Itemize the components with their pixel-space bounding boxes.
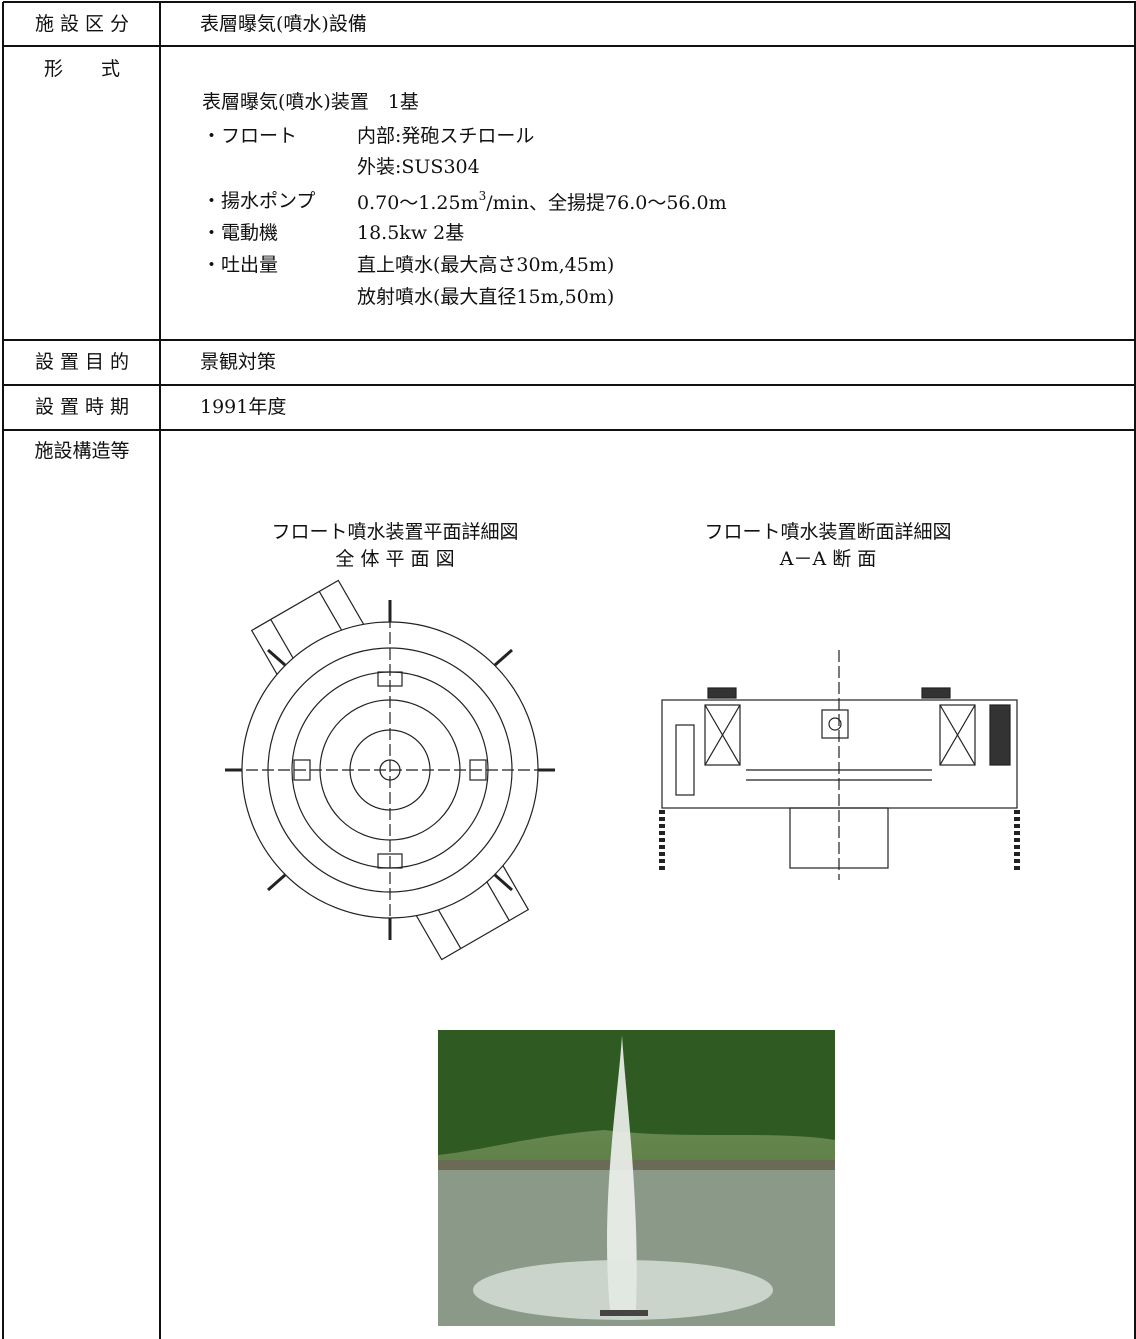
row-value: 表層曝気(噴水)設備 xyxy=(200,13,367,35)
row-value: 1991年度 xyxy=(200,396,286,418)
item-value: 外装:SUS304 xyxy=(357,156,480,178)
row-label: 形 式 xyxy=(44,58,120,80)
row-label: 設 置 目 的 xyxy=(35,351,129,373)
sup: 3 xyxy=(479,189,487,203)
plan-drawing xyxy=(225,579,555,961)
caption: 全 体 平 面 図 xyxy=(335,548,454,570)
item-value: 内部:発砲スチロール xyxy=(357,125,534,147)
item-name: ・揚水ポンプ xyxy=(202,190,315,212)
item-value: 0.70～1.25m3/min、全揚提76.0～56.0m xyxy=(357,189,727,215)
item-name: ・電動機 xyxy=(202,222,278,244)
photo xyxy=(438,1030,835,1326)
row-label: 施設構造等 xyxy=(34,440,129,462)
item-name: ・吐出量 xyxy=(202,254,278,276)
summary: 表層曝気(噴水)装置 1基 xyxy=(202,91,419,113)
section-drawing xyxy=(659,650,1020,880)
caption: A－A 断 面 xyxy=(779,548,877,570)
caption: フロート噴水装置断面詳細図 xyxy=(704,521,951,543)
row-label: 施 設 区 分 xyxy=(35,13,129,35)
item-value: 18.5kw 2基 xyxy=(357,222,464,244)
caption: フロート噴水装置平面詳細図 xyxy=(271,521,518,543)
row-label: 設 置 時 期 xyxy=(35,396,129,418)
text: /min、全揚提76.0～56.0m xyxy=(486,192,726,214)
item-value: 放射噴水(最大直径15m,50m) xyxy=(357,286,614,308)
text: 0.70～1.25m xyxy=(357,192,479,214)
item-name: ・フロート xyxy=(202,125,297,147)
item-value: 直上噴水(最大高さ30m,45m) xyxy=(357,254,614,276)
row-value: 景観対策 xyxy=(200,351,276,373)
